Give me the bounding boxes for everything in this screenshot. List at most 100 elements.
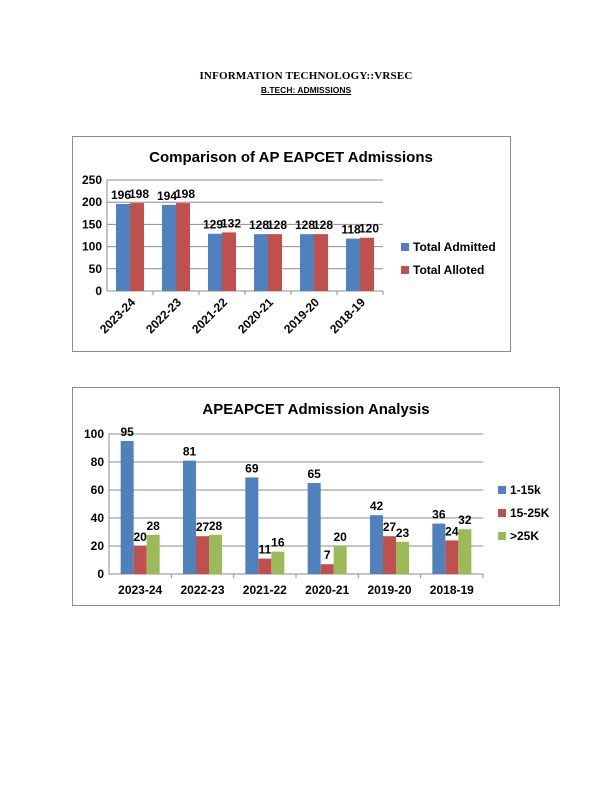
bar xyxy=(133,546,147,574)
data-label: 128 xyxy=(249,218,269,232)
x-tick-label: 2018-19 xyxy=(327,295,368,336)
y-tick-label: 0 xyxy=(97,567,104,581)
data-label: 194 xyxy=(157,189,177,203)
bar xyxy=(360,237,374,291)
x-tick-label: 2020-21 xyxy=(235,295,276,336)
data-label: 132 xyxy=(221,216,241,230)
bar xyxy=(120,441,134,574)
data-label: 198 xyxy=(129,187,149,201)
data-label: 198 xyxy=(175,187,195,201)
data-label: 16 xyxy=(271,536,285,550)
data-label: 129 xyxy=(203,218,223,232)
bar xyxy=(320,564,334,574)
bar xyxy=(333,546,347,574)
bar xyxy=(116,203,130,291)
bar xyxy=(307,483,321,574)
bar xyxy=(314,234,328,291)
data-label: 11 xyxy=(258,543,271,557)
bar xyxy=(271,551,285,574)
x-tick-label: 2019-20 xyxy=(281,295,322,336)
bar xyxy=(445,540,459,574)
x-tick-label: 2021-22 xyxy=(243,583,287,597)
y-tick-label: 20 xyxy=(91,539,105,553)
data-label: 27 xyxy=(383,520,397,534)
data-label: 23 xyxy=(396,526,410,540)
y-tick-label: 150 xyxy=(82,217,102,231)
bar xyxy=(396,541,409,574)
y-tick-label: 100 xyxy=(84,427,104,441)
data-label: 128 xyxy=(295,218,315,232)
legend-swatch xyxy=(498,509,506,517)
page-subtitle: B.TECH: ADMISSIONS xyxy=(260,85,352,95)
legend-label: >25K xyxy=(510,529,539,543)
bar xyxy=(176,203,190,291)
data-label: 128 xyxy=(267,218,287,232)
bar xyxy=(268,234,282,291)
x-tick-label: 2021-22 xyxy=(189,295,230,336)
bar xyxy=(300,234,314,291)
bar xyxy=(209,534,222,574)
legend-label: 15-25K xyxy=(510,506,550,520)
legend-swatch xyxy=(498,532,506,540)
y-tick-label: 250 xyxy=(82,173,102,187)
data-label: 28 xyxy=(146,519,160,533)
legend-label: 1-15k xyxy=(510,483,541,497)
legend-label: Total Admitted xyxy=(413,240,496,254)
page-title: INFORMATION TECHNOLOGY::VRSEC xyxy=(199,70,413,82)
x-tick-label: 2019-20 xyxy=(367,583,411,597)
bar xyxy=(383,536,396,574)
bar xyxy=(432,523,446,574)
bar xyxy=(208,233,222,291)
x-tick-label: 2023-24 xyxy=(118,583,162,597)
data-label: 196 xyxy=(111,188,131,202)
y-tick-label: 100 xyxy=(82,240,102,254)
data-label: 95 xyxy=(120,425,134,439)
data-label: 24 xyxy=(445,524,459,538)
x-tick-label: 2023-24 xyxy=(97,295,138,336)
bar xyxy=(458,529,472,574)
bar xyxy=(183,460,196,574)
data-label: 32 xyxy=(458,513,472,527)
data-label: 42 xyxy=(370,499,384,513)
legend-label: Total Alloted xyxy=(413,263,484,277)
data-label: 27 xyxy=(196,520,210,534)
y-tick-label: 40 xyxy=(91,511,105,525)
data-label: 81 xyxy=(183,445,197,459)
bar xyxy=(146,534,160,574)
bar xyxy=(254,234,268,291)
bar xyxy=(258,558,272,574)
legend-swatch xyxy=(401,266,409,274)
bar xyxy=(346,238,360,291)
x-tick-label: 2020-21 xyxy=(305,583,349,597)
data-label: 7 xyxy=(324,548,331,562)
chart-title: APEAPCET Admission Analysis xyxy=(202,401,429,418)
bar xyxy=(222,232,236,291)
data-label: 65 xyxy=(307,467,321,481)
data-label: 36 xyxy=(432,508,446,522)
data-label: 69 xyxy=(245,461,259,475)
x-tick-label: 2022-23 xyxy=(180,583,224,597)
admissions-comparison-chart-svg: Comparison of AP EAPCET Admissions 0 50 100… xyxy=(82,149,496,336)
data-label: 128 xyxy=(313,218,333,232)
y-tick-label: 0 xyxy=(95,284,102,298)
y-tick-label: 50 xyxy=(89,262,103,276)
admission-analysis-chart: APEAPCET Admission Analysis 0 20 40 60 80 100 9… xyxy=(72,387,560,606)
data-label: 28 xyxy=(209,519,223,533)
legend-swatch xyxy=(498,486,506,494)
data-label: 20 xyxy=(333,530,347,544)
data-label: 120 xyxy=(359,222,379,236)
data-label: 118 xyxy=(341,223,361,237)
y-tick-label: 200 xyxy=(82,195,102,209)
legend-swatch xyxy=(401,243,409,251)
chart-title: Comparison of AP EAPCET Admissions xyxy=(149,149,433,166)
bar xyxy=(196,536,209,574)
admissions-comparison-chart: Comparison of AP EAPCET Admissions 0 50 100… xyxy=(72,136,511,352)
y-tick-label: 60 xyxy=(91,483,105,497)
admission-analysis-chart-svg: APEAPCET Admission Analysis 0 20 40 60 80 100 9… xyxy=(84,401,550,597)
y-tick-label: 80 xyxy=(91,455,105,469)
data-label: 20 xyxy=(133,530,147,544)
bar xyxy=(130,203,144,291)
x-tick-label: 2018-19 xyxy=(430,583,474,597)
bar xyxy=(245,477,259,574)
bar xyxy=(370,515,383,574)
